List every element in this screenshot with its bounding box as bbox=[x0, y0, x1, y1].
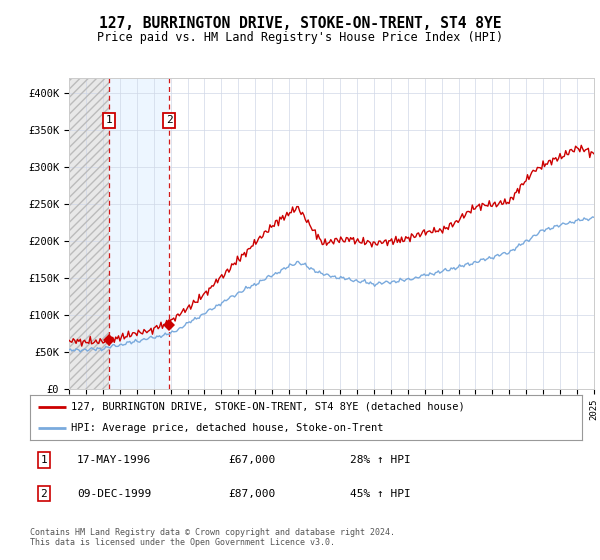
Text: Price paid vs. HM Land Registry's House Price Index (HPI): Price paid vs. HM Land Registry's House … bbox=[97, 31, 503, 44]
Text: £67,000: £67,000 bbox=[229, 455, 276, 465]
Text: 2: 2 bbox=[166, 115, 173, 125]
Bar bbox=[109, 78, 169, 389]
Text: Contains HM Land Registry data © Crown copyright and database right 2024.
This d: Contains HM Land Registry data © Crown c… bbox=[30, 528, 395, 547]
Text: 2: 2 bbox=[40, 488, 47, 498]
Text: 127, BURRINGTON DRIVE, STOKE-ON-TRENT, ST4 8YE (detached house): 127, BURRINGTON DRIVE, STOKE-ON-TRENT, S… bbox=[71, 402, 465, 412]
Text: 09-DEC-1999: 09-DEC-1999 bbox=[77, 488, 151, 498]
Text: £87,000: £87,000 bbox=[229, 488, 276, 498]
Text: 45% ↑ HPI: 45% ↑ HPI bbox=[350, 488, 411, 498]
Bar bbox=[69, 78, 109, 389]
Text: HPI: Average price, detached house, Stoke-on-Trent: HPI: Average price, detached house, Stok… bbox=[71, 422, 384, 432]
Text: 1: 1 bbox=[106, 115, 113, 125]
Text: 1: 1 bbox=[40, 455, 47, 465]
Text: 17-MAY-1996: 17-MAY-1996 bbox=[77, 455, 151, 465]
Bar bbox=[69, 78, 109, 389]
Text: 28% ↑ HPI: 28% ↑ HPI bbox=[350, 455, 411, 465]
Text: 127, BURRINGTON DRIVE, STOKE-ON-TRENT, ST4 8YE: 127, BURRINGTON DRIVE, STOKE-ON-TRENT, S… bbox=[99, 16, 501, 31]
